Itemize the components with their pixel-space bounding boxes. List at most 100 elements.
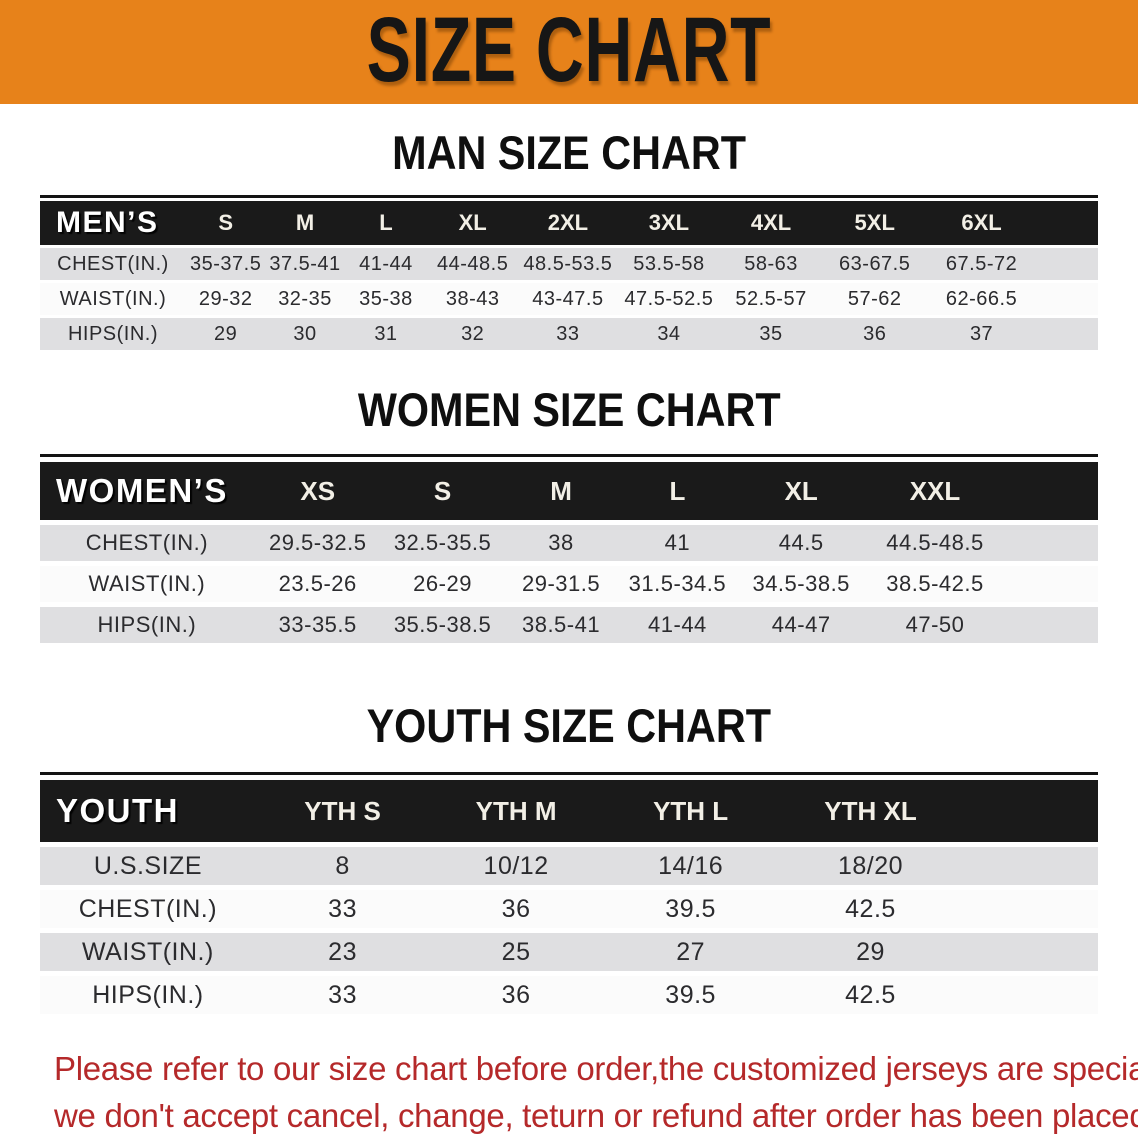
spacer-cell — [962, 933, 1098, 971]
size-col-header: XL — [427, 201, 519, 245]
youth-size-chart-heading: YOUTH SIZE CHART — [0, 648, 1138, 772]
size-value-cell: 29 — [186, 318, 266, 350]
size-value-cell: 34.5-38.5 — [736, 566, 867, 602]
size-value-cell: 44.5-48.5 — [866, 525, 1004, 561]
women-size-chart-heading-text: WOMEN SIZE CHART — [357, 383, 781, 436]
size-value-cell: 67.5-72 — [927, 248, 1036, 280]
size-value-cell: 30 — [265, 318, 345, 350]
banner-title: SIZE CHART — [366, 0, 772, 101]
size-value-cell: 29-32 — [186, 283, 266, 315]
size-value-cell: 41-44 — [618, 607, 737, 643]
size-value-cell: 18/20 — [778, 847, 963, 885]
size-col-header: 5XL — [821, 201, 928, 245]
size-value-cell: 47.5-52.5 — [617, 283, 721, 315]
size-col-header: YTH L — [602, 780, 779, 842]
size-value-cell: 44.5 — [736, 525, 867, 561]
spacer-cell — [1003, 607, 1098, 643]
size-col-header: 3XL — [617, 201, 721, 245]
women-size-table: WOMEN’S XS S M L XL XXL CHEST(IN.) 29.5-… — [40, 457, 1098, 648]
youth-size-chart-heading-text: YOUTH SIZE CHART — [366, 699, 772, 752]
size-col-header: XXL — [866, 462, 1004, 520]
table-row: WAIST(IN.) 29-32 32-35 35-38 38-43 43-47… — [40, 283, 1098, 315]
size-value-cell: 33 — [518, 318, 618, 350]
size-col-header: M — [503, 462, 619, 520]
size-value-cell: 33 — [255, 976, 430, 1014]
size-value-cell: 38.5-42.5 — [866, 566, 1004, 602]
size-value-cell: 14/16 — [602, 847, 779, 885]
size-col-header: S — [186, 201, 266, 245]
size-value-cell: 32 — [427, 318, 519, 350]
size-value-cell: 44-47 — [736, 607, 867, 643]
men-table-header-row: MEN’S S M L XL 2XL 3XL 4XL 5XL 6XL — [40, 201, 1098, 245]
spacer-cell — [1035, 248, 1098, 280]
size-value-cell: 31 — [344, 318, 428, 350]
table-row: CHEST(IN.) 35-37.5 37.5-41 41-44 44-48.5… — [40, 248, 1098, 280]
size-value-cell: 63-67.5 — [821, 248, 928, 280]
spacer-cell — [1035, 283, 1098, 315]
spacer-cell — [1003, 462, 1098, 520]
size-value-cell: 37 — [927, 318, 1036, 350]
size-value-cell: 29 — [778, 933, 963, 971]
size-value-cell: 57-62 — [821, 283, 928, 315]
size-value-cell: 42.5 — [778, 890, 963, 928]
row-label-cell: CHEST(IN.) — [40, 525, 254, 561]
table-row: CHEST(IN.) 29.5-32.5 32.5-35.5 38 41 44.… — [40, 525, 1098, 561]
row-label-cell: WAIST(IN.) — [40, 933, 256, 971]
man-size-chart-heading: MAN SIZE CHART — [0, 104, 1138, 195]
table-row: HIPS(IN.) 33-35.5 35.5-38.5 38.5-41 41-4… — [40, 607, 1098, 643]
size-value-cell: 38-43 — [427, 283, 519, 315]
spacer-cell — [1035, 318, 1098, 350]
size-value-cell: 8 — [255, 847, 430, 885]
spacer-cell — [1003, 566, 1098, 602]
size-value-cell: 31.5-34.5 — [618, 566, 737, 602]
youth-size-table-wrap: YOUTH YTH S YTH M YTH L YTH XL U.S.SIZE … — [40, 772, 1098, 1019]
men-size-table: MEN’S S M L XL 2XL 3XL 4XL 5XL 6XL CHEST… — [40, 198, 1098, 353]
size-col-header: 4XL — [720, 201, 822, 245]
size-col-header: YTH S — [255, 780, 430, 842]
size-col-header: S — [381, 462, 504, 520]
size-value-cell: 33-35.5 — [253, 607, 382, 643]
size-value-cell: 62-66.5 — [927, 283, 1036, 315]
order-notice: Please refer to our size chart before or… — [0, 1045, 1138, 1139]
size-value-cell: 41-44 — [344, 248, 428, 280]
row-label-cell: U.S.SIZE — [40, 847, 256, 885]
man-size-chart-heading-text: MAN SIZE CHART — [392, 126, 746, 179]
size-value-cell: 44-48.5 — [427, 248, 519, 280]
table-row: HIPS(IN.) 33 36 39.5 42.5 — [40, 976, 1098, 1014]
size-value-cell: 33 — [255, 890, 430, 928]
size-value-cell: 32-35 — [265, 283, 345, 315]
size-value-cell: 23 — [255, 933, 430, 971]
spacer-cell — [1035, 201, 1098, 245]
size-value-cell: 27 — [602, 933, 779, 971]
size-value-cell: 39.5 — [602, 890, 779, 928]
size-value-cell: 35.5-38.5 — [381, 607, 504, 643]
size-value-cell: 36 — [821, 318, 928, 350]
size-col-header: XS — [253, 462, 382, 520]
size-col-header: 6XL — [927, 201, 1036, 245]
size-value-cell: 48.5-53.5 — [518, 248, 618, 280]
women-size-table-wrap: WOMEN’S XS S M L XL XXL CHEST(IN.) 29.5-… — [40, 454, 1098, 648]
men-table-category-header: MEN’S — [40, 201, 186, 245]
size-value-cell: 38.5-41 — [503, 607, 619, 643]
table-row: HIPS(IN.) 29 30 31 32 33 34 35 36 37 — [40, 318, 1098, 350]
row-label-cell: CHEST(IN.) — [40, 248, 186, 280]
men-size-table-wrap: MEN’S S M L XL 2XL 3XL 4XL 5XL 6XL CHEST… — [40, 195, 1098, 353]
size-value-cell: 52.5-57 — [720, 283, 822, 315]
women-table-category-header: WOMEN’S — [40, 462, 254, 520]
size-value-cell: 41 — [618, 525, 737, 561]
size-value-cell: 35-37.5 — [186, 248, 266, 280]
size-value-cell: 42.5 — [778, 976, 963, 1014]
table-row: U.S.SIZE 8 10/12 14/16 18/20 — [40, 847, 1098, 885]
size-value-cell: 36 — [429, 976, 603, 1014]
row-label-cell: CHEST(IN.) — [40, 890, 256, 928]
size-value-cell: 37.5-41 — [265, 248, 345, 280]
table-row: CHEST(IN.) 33 36 39.5 42.5 — [40, 890, 1098, 928]
spacer-cell — [962, 847, 1098, 885]
size-value-cell: 34 — [617, 318, 721, 350]
spacer-cell — [962, 890, 1098, 928]
size-value-cell: 47-50 — [866, 607, 1004, 643]
spacer-cell — [962, 780, 1098, 842]
spacer-cell — [962, 976, 1098, 1014]
table-row: WAIST(IN.) 23 25 27 29 — [40, 933, 1098, 971]
size-col-header: L — [618, 462, 737, 520]
